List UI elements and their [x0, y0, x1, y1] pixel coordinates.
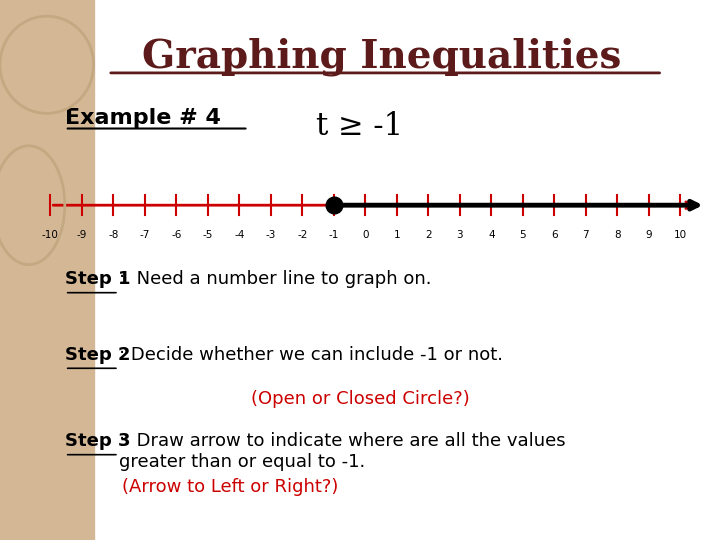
Text: Step 1: Step 1	[65, 270, 130, 288]
Text: :  Need a number line to graph on.: : Need a number line to graph on.	[119, 270, 431, 288]
Text: 10: 10	[674, 230, 687, 240]
Text: -7: -7	[140, 230, 150, 240]
Text: 1: 1	[394, 230, 400, 240]
Text: -4: -4	[234, 230, 245, 240]
Text: : Decide whether we can include -1 or not.: : Decide whether we can include -1 or no…	[119, 346, 503, 363]
Text: -3: -3	[266, 230, 276, 240]
Text: 0: 0	[362, 230, 369, 240]
Text: 9: 9	[646, 230, 652, 240]
Text: 7: 7	[582, 230, 589, 240]
Text: 4: 4	[488, 230, 495, 240]
Text: -8: -8	[108, 230, 119, 240]
Text: -10: -10	[42, 230, 59, 240]
Text: Step 2: Step 2	[65, 346, 130, 363]
Text: t ≥ -1: t ≥ -1	[316, 111, 404, 141]
Text: Graphing Inequalities: Graphing Inequalities	[142, 38, 621, 76]
Text: -6: -6	[171, 230, 181, 240]
Text: -9: -9	[77, 230, 87, 240]
Text: -1: -1	[329, 230, 339, 240]
Text: 6: 6	[551, 230, 558, 240]
Text: 2: 2	[425, 230, 432, 240]
Text: :  Draw arrow to indicate where are all the values
greater than or equal to -1.: : Draw arrow to indicate where are all t…	[119, 432, 565, 471]
Text: -2: -2	[297, 230, 307, 240]
Text: Step 3: Step 3	[65, 432, 130, 450]
Text: (Open or Closed Circle?): (Open or Closed Circle?)	[251, 390, 469, 408]
Text: -5: -5	[203, 230, 213, 240]
Text: 3: 3	[456, 230, 463, 240]
Text: 5: 5	[520, 230, 526, 240]
Text: Example # 4: Example # 4	[65, 108, 220, 128]
Text: 8: 8	[614, 230, 621, 240]
Text: (Arrow to Left or Right?): (Arrow to Left or Right?)	[122, 478, 339, 496]
